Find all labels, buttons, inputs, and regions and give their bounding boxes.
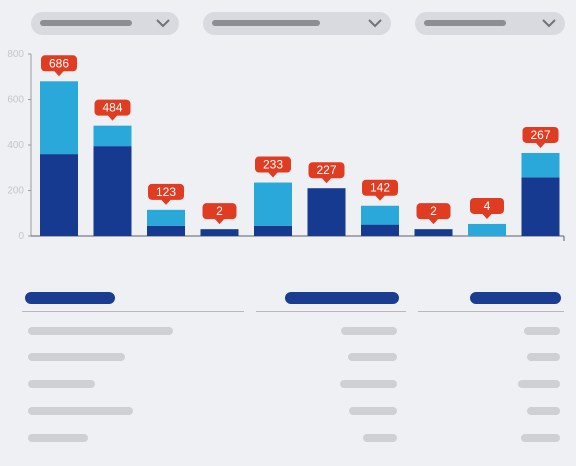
cell-placeholder	[340, 380, 397, 388]
chevron-down-icon	[368, 19, 382, 28]
cell-placeholder	[28, 327, 173, 335]
callout-label: 142	[370, 181, 390, 195]
filter-dropdown-3[interactable]	[415, 12, 565, 35]
table-header-col-2[interactable]	[285, 292, 399, 304]
callout-bubble	[522, 126, 559, 143]
table-header-col-3[interactable]	[470, 292, 561, 304]
table-divider	[22, 311, 244, 312]
cell-placeholder	[28, 434, 88, 442]
filter-label-placeholder	[424, 20, 506, 26]
bar-segment[interactable]	[468, 223, 506, 236]
chevron-down-icon	[156, 19, 170, 28]
value-callout: 227	[308, 162, 345, 184]
stacked-bar-chart: 0 200 400 600 800 686 484 123 2 233 227 142 2 4 267	[7, 49, 565, 242]
cell-placeholder	[348, 353, 397, 361]
callout-label: 123	[156, 185, 176, 199]
y-tick-label: 800	[7, 49, 24, 60]
y-tick-label: 0	[18, 231, 24, 242]
value-callout: 4	[470, 197, 504, 219]
cell-placeholder	[28, 353, 125, 361]
callout-bubble	[94, 99, 131, 116]
bar-segment[interactable]	[254, 225, 292, 236]
callout-pointer	[107, 115, 118, 121]
cell-placeholder	[28, 380, 95, 388]
callout-pointer	[535, 142, 546, 148]
callout-label: 2	[430, 204, 437, 218]
bar-segment[interactable]	[93, 146, 132, 236]
chevron-down-icon	[542, 19, 556, 28]
filter-dropdown-2[interactable]	[203, 12, 391, 35]
bar-segment[interactable]	[200, 229, 239, 236]
bar-segment[interactable]	[93, 125, 132, 147]
value-callout: 2	[202, 203, 237, 225]
y-tick-label: 600	[7, 95, 24, 106]
callout-bubble	[470, 197, 504, 214]
value-callout: 2	[416, 203, 451, 225]
callout-label: 2	[216, 204, 223, 218]
callout-pointer	[428, 218, 439, 225]
value-callout: 233	[255, 156, 291, 178]
cell-placeholder	[527, 353, 560, 361]
table-divider	[418, 311, 564, 312]
callout-bubble	[41, 55, 77, 72]
callout-bubble	[308, 162, 345, 179]
bar-segment[interactable]	[40, 154, 78, 236]
bar-segment[interactable]	[521, 152, 560, 178]
cell-placeholder	[524, 327, 560, 335]
cell-placeholder	[363, 434, 397, 442]
bar-segment[interactable]	[414, 229, 453, 236]
callout-bubble	[148, 183, 184, 200]
bar-segment[interactable]	[361, 224, 399, 236]
callout-label: 233	[263, 158, 283, 172]
callout-label: 484	[102, 101, 122, 115]
value-callout: 123	[148, 183, 184, 205]
callout-bubble	[202, 203, 237, 220]
value-callout: 686	[41, 55, 77, 77]
value-callout: 484	[94, 99, 131, 121]
cell-placeholder	[527, 407, 560, 415]
value-callouts: 686 484 123 2 233 227 142 2 4 267	[41, 55, 559, 225]
bar-segment[interactable]	[361, 205, 399, 225]
callout-pointer	[321, 177, 332, 184]
callout-bubble	[255, 156, 291, 173]
y-tick-label: 200	[7, 186, 24, 197]
callout-label: 227	[316, 163, 336, 177]
bar-segment[interactable]	[254, 182, 292, 226]
bar-segment[interactable]	[307, 188, 346, 236]
callout-pointer	[375, 195, 385, 201]
value-callout: 142	[362, 179, 398, 201]
callout-bubble	[416, 203, 451, 220]
bars	[40, 81, 560, 236]
bar-segment[interactable]	[40, 81, 78, 155]
callout-pointer	[214, 218, 225, 225]
bar-segment[interactable]	[521, 177, 560, 236]
callout-label: 267	[530, 128, 550, 142]
filter-dropdown-1[interactable]	[31, 12, 179, 35]
value-callout: 267	[522, 126, 559, 148]
callout-label: 686	[49, 56, 69, 70]
cell-placeholder	[349, 407, 397, 415]
y-tick-label: 400	[7, 140, 24, 151]
table-header-col-1[interactable]	[25, 292, 115, 304]
bar-segment[interactable]	[147, 209, 185, 226]
callout-label: 4	[484, 199, 491, 213]
cell-placeholder	[341, 327, 397, 335]
bar-segment[interactable]	[147, 225, 185, 236]
filter-label-placeholder	[212, 20, 320, 26]
table-divider	[256, 311, 406, 312]
filter-label-placeholder	[40, 20, 132, 26]
cell-placeholder	[518, 380, 560, 388]
callout-pointer	[482, 213, 492, 219]
cell-placeholder	[521, 434, 560, 442]
callout-pointer	[54, 70, 64, 77]
cell-placeholder	[28, 407, 133, 415]
callout-pointer	[161, 199, 171, 205]
callout-pointer	[268, 172, 278, 178]
callout-bubble	[362, 179, 398, 196]
